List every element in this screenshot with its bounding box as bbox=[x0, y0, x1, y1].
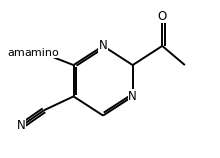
Text: N: N bbox=[17, 119, 26, 133]
Text: amino: amino bbox=[7, 48, 42, 58]
Text: N: N bbox=[99, 40, 107, 52]
Text: N: N bbox=[128, 90, 137, 103]
Text: O: O bbox=[158, 10, 167, 23]
Text: amino: amino bbox=[25, 48, 60, 58]
